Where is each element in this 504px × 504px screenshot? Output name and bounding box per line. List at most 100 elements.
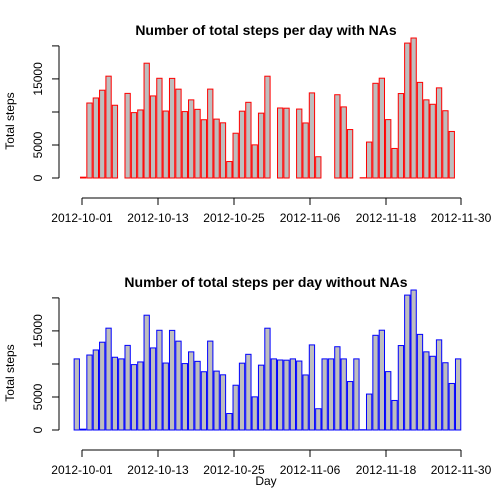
bar-2012-10-26: [232, 132, 239, 179]
y-tick-label: 15000: [31, 62, 45, 96]
bar-2012-10-11: [137, 361, 144, 431]
bar-2012-10-29: [251, 144, 258, 179]
bar-2012-10-02: [79, 176, 87, 179]
bar-2012-11-20: [391, 399, 398, 431]
bar-2012-11-28: [442, 362, 449, 431]
bar-2012-10-06: [105, 327, 112, 431]
bar-2012-11-25: [423, 351, 430, 431]
x-tick-label: 2012-11-18: [356, 211, 417, 225]
bar-2012-11-19: [385, 371, 392, 431]
bar-2012-11-18: [378, 329, 386, 431]
x-tick-label: 2012-11-30: [431, 463, 492, 477]
bar-2012-10-04: [92, 349, 99, 431]
bar-2012-11-16: [365, 141, 373, 179]
bar-2012-10-20: [194, 108, 201, 179]
bar-2012-11-05: [296, 360, 303, 431]
bar-2012-10-18: [181, 111, 188, 179]
bar-2012-10-19: [188, 351, 195, 431]
bar-2012-11-13: [346, 129, 354, 179]
bar-2012-10-23: [213, 118, 220, 179]
bar-2012-10-17: [175, 88, 182, 179]
bar-2012-11-28: [442, 110, 449, 179]
bar-2012-11-17: [372, 334, 379, 431]
y-tick-label: 15000: [31, 314, 45, 348]
bar-2012-10-17: [175, 340, 182, 431]
bar-2012-10-30: [257, 364, 265, 431]
bar-2012-11-03: [283, 359, 290, 431]
bar-2012-11-29: [448, 130, 455, 179]
bar-2012-10-02: [79, 428, 87, 431]
bar-2012-10-09: [124, 92, 131, 179]
bar-2012-10-03: [86, 354, 93, 431]
bar-2012-11-08: [315, 408, 322, 431]
bar-2012-10-13: [149, 347, 157, 431]
y-tick-label: 5000: [31, 383, 45, 410]
bar-2012-11-07: [308, 344, 316, 431]
bar-2012-11-02: [277, 107, 284, 179]
bar-2012-11-29: [448, 382, 455, 431]
bar-2012-11-07: [308, 92, 316, 179]
chart-title: Number of total steps per day without NA…: [124, 274, 407, 290]
bar-2012-11-22: [404, 42, 411, 179]
y-axis: 0 5000 15000: [31, 297, 60, 433]
bar-2012-10-25: [226, 161, 233, 179]
bar-2012-10-31: [264, 75, 271, 179]
bar-2012-10-28: [245, 101, 252, 179]
bar-2012-11-11: [334, 346, 341, 431]
x-axis: 2012-10-01 2012-10-13 2012-10-25 2012-11-06…: [51, 197, 492, 225]
y-tick-label: 0: [31, 174, 45, 181]
bar-2012-11-26: [429, 103, 436, 179]
bar-2012-10-22: [207, 340, 214, 431]
y-tick-label: 0: [31, 426, 45, 433]
bar-2012-11-21: [397, 345, 405, 431]
bar-2012-10-31: [264, 327, 271, 431]
bar-2012-10-04: [92, 97, 99, 179]
x-tick-label: 2012-10-01: [51, 463, 113, 477]
bar-2012-11-26: [429, 355, 436, 431]
bar-2012-11-25: [423, 99, 430, 179]
bar-2012-11-06: [302, 374, 309, 431]
bar-2012-10-14: [156, 77, 163, 179]
bar-2012-11-12: [340, 358, 347, 431]
bar-2012-11-04: [289, 358, 297, 431]
bars: [79, 37, 455, 179]
bar-2012-10-24: [219, 374, 227, 431]
bar-2012-11-19: [385, 119, 392, 179]
bar-2012-10-29: [251, 396, 258, 431]
bar-2012-10-07: [111, 104, 119, 179]
bar-2012-11-13: [346, 381, 354, 431]
bar-2012-10-25: [226, 413, 233, 431]
bar-2012-10-21: [200, 371, 208, 431]
bar-2012-11-14: [353, 358, 360, 431]
bar-2012-10-12: [143, 62, 150, 179]
bar-2012-10-07: [111, 356, 119, 431]
bar-2012-11-17: [372, 82, 379, 179]
x-tick-label: 2012-11-18: [356, 463, 417, 477]
bar-2012-11-08: [315, 156, 322, 179]
bar-2012-11-24: [416, 81, 424, 179]
bar-2012-10-18: [181, 363, 188, 431]
bar-2012-10-13: [149, 95, 157, 179]
x-tick-label: 2012-10-13: [127, 211, 189, 225]
bar-2012-11-22: [404, 294, 411, 431]
bar-2012-10-11: [137, 109, 144, 179]
bar-2012-10-24: [219, 122, 227, 179]
y-axis: 0 5000 15000: [31, 45, 60, 181]
bar-2012-11-30: [454, 358, 462, 431]
chart-without-nas: Number of total steps per day without NA…: [3, 274, 492, 488]
bar-2012-10-28: [245, 353, 252, 431]
bar-2012-10-22: [207, 88, 214, 179]
bar-2012-10-15: [162, 362, 169, 431]
bar-2012-11-21: [397, 93, 405, 179]
x-axis-label: Day: [255, 474, 276, 488]
bar-2012-11-10: [327, 358, 335, 431]
chart-title: Number of total steps per day with NAs: [135, 22, 397, 38]
bar-2012-10-27: [238, 110, 246, 179]
bar-2012-11-16: [365, 393, 373, 431]
bar-2012-10-03: [86, 102, 93, 179]
bar-2012-10-08: [118, 358, 125, 431]
bar-2012-11-23: [410, 37, 417, 179]
bar-2012-11-06: [302, 122, 309, 179]
y-tick-label: 5000: [31, 131, 45, 158]
